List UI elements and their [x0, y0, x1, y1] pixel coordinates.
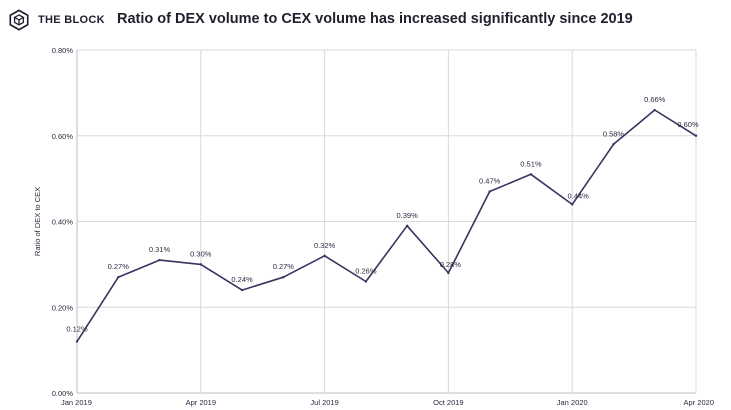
series-line	[76, 109, 697, 343]
data-label: 0.24%	[231, 275, 253, 284]
y-tick-label: 0.80%	[52, 46, 74, 55]
data-label: 0.28%	[440, 260, 462, 269]
data-point	[529, 173, 533, 176]
data-point	[571, 203, 574, 206]
data-label: 0.47%	[479, 176, 501, 185]
data-label: 0.31%	[149, 245, 171, 254]
brand-name: THE BLOCK	[38, 14, 105, 26]
y-tick-label: 0.00%	[52, 389, 74, 398]
data-label: 0.66%	[644, 95, 666, 104]
data-point	[612, 143, 615, 146]
data-point	[117, 276, 120, 279]
data-point	[199, 263, 202, 266]
header: THE BLOCK Ratio of DEX volume to CEX vol…	[0, 0, 731, 44]
x-tick-label: Apr 2019	[186, 398, 216, 407]
y-axis-label: Ratio of DEX to CEX	[33, 187, 42, 256]
data-point	[364, 280, 368, 283]
data-label: 0.32%	[314, 241, 336, 250]
data-point	[282, 276, 285, 279]
data-label: 0.51%	[520, 159, 542, 168]
data-point	[240, 288, 244, 292]
brand-logo[interactable]: THE BLOCK	[8, 9, 105, 31]
data-label: 0.27%	[273, 262, 295, 271]
y-tick-label: 0.60%	[52, 132, 74, 141]
data-label: 0.30%	[190, 249, 212, 258]
data-point	[158, 258, 161, 262]
x-tick-label: Jul 2019	[310, 398, 338, 407]
data-point	[694, 134, 698, 137]
cube-in-hexagon-icon	[9, 9, 29, 31]
data-label: 0.39%	[396, 211, 418, 220]
data-point	[75, 340, 79, 343]
data-point	[447, 271, 450, 275]
data-label: 0.58%	[603, 129, 625, 138]
chart-title: Ratio of DEX volume to CEX volume has in…	[117, 11, 633, 27]
x-tick-label: Apr 2020	[684, 398, 714, 407]
data-point	[488, 190, 491, 193]
data-label: 0.26%	[355, 267, 377, 276]
data-label: 0.60%	[677, 120, 699, 129]
data-label: 0.44%	[568, 191, 590, 200]
data-point	[323, 254, 326, 257]
x-tick-label: Oct 2019	[433, 398, 463, 407]
y-tick-label: 0.20%	[52, 303, 74, 312]
data-label: 0.12%	[66, 325, 88, 334]
x-tick-label: Jan 2020	[557, 398, 588, 407]
y-tick-label: 0.40%	[52, 218, 74, 227]
x-tick-label: Jan 2019	[61, 398, 92, 407]
data-label: 0.27%	[108, 262, 130, 271]
data-point	[405, 224, 409, 227]
data-point	[653, 108, 656, 112]
